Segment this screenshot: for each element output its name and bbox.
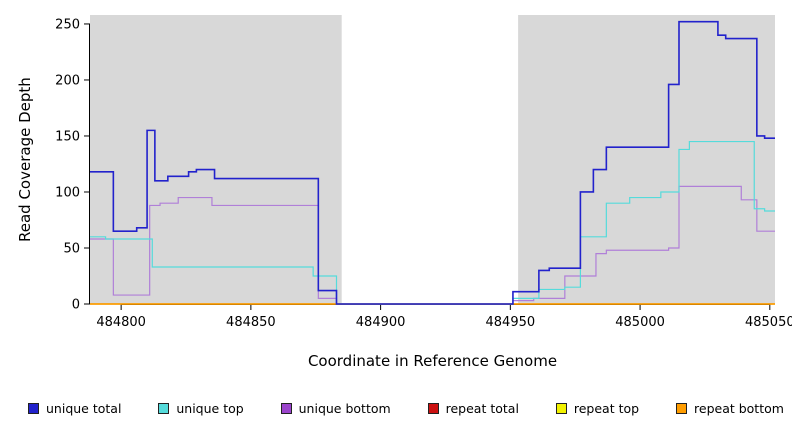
legend-item-unique-top: unique top: [158, 401, 244, 416]
legend-swatch-unique-top: [158, 403, 170, 414]
legend-swatch-unique-bottom: [280, 403, 292, 414]
legend-item-repeat-total: repeat total: [427, 401, 519, 416]
background-band: [90, 15, 342, 304]
y-tick-label: 200: [55, 73, 80, 88]
y-tick-label: 100: [55, 185, 80, 200]
x-axis-title: Coordinate in Reference Genome: [307, 352, 558, 370]
x-tick-label: 484950: [486, 315, 536, 330]
y-tick-label: 250: [55, 17, 80, 32]
legend-label: unique bottom: [298, 401, 391, 416]
plot-area: 484800 484850 484900 484950 485000 485050 0 50 1…: [55, 15, 792, 330]
legend-label: unique top: [176, 401, 244, 416]
series-line-unique-total: [90, 20, 775, 305]
y-tick-label: 50: [63, 241, 80, 256]
legend-label: repeat bottom: [694, 401, 784, 416]
x-tick-label: 484900: [356, 315, 406, 330]
x-tick-label: 485050: [745, 315, 792, 330]
legend-swatch-repeat-bottom: [676, 403, 688, 414]
y-axis-title: Read Coverage Depth: [16, 77, 34, 242]
legend: unique total unique top unique bottom repea…: [28, 401, 784, 416]
x-tick-label: 484800: [96, 315, 146, 330]
legend-swatch-repeat-top: [555, 403, 567, 414]
x-tick-label: 485000: [615, 315, 665, 330]
legend-label: unique total: [46, 401, 122, 416]
legend-label: repeat total: [445, 401, 519, 416]
legend-label: repeat top: [573, 401, 640, 416]
series-line-unique-bottom: [90, 185, 775, 305]
legend-item-repeat-top: repeat top: [555, 401, 640, 416]
legend-item-unique-bottom: unique bottom: [280, 401, 391, 416]
y-tick-label: 150: [55, 129, 80, 144]
legend-swatch-unique-total: [28, 403, 39, 414]
x-tick-label: 484850: [226, 315, 276, 330]
legend-item-unique-total: unique total: [28, 401, 121, 416]
legend-swatch-repeat-total: [427, 403, 439, 414]
y-tick-label: 0: [72, 298, 80, 313]
legend-item-repeat-bottom: repeat bottom: [676, 401, 784, 416]
background-band: [518, 15, 775, 304]
